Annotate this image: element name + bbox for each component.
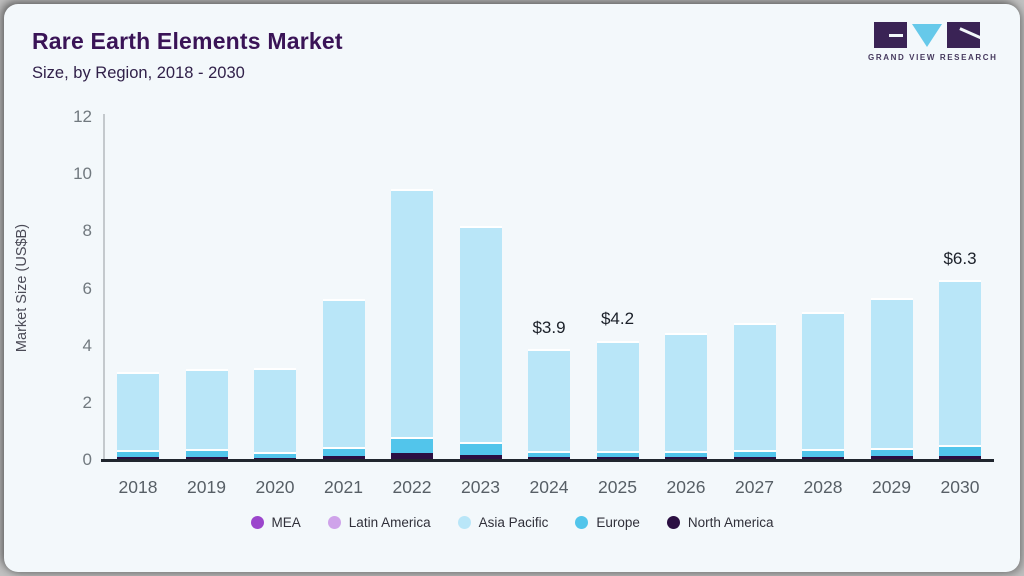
legend: MEA Latin America Asia Pacific Europe North … bbox=[4, 515, 1020, 530]
legend-label-europe: Europe bbox=[596, 515, 640, 530]
legend-swatch-latin-america bbox=[327, 516, 341, 529]
x-tick-2028: 2028 bbox=[803, 477, 843, 497]
legend-label-asia-pacific: Asia Pacific bbox=[478, 515, 549, 530]
bar-segment-europe-2025 bbox=[596, 450, 639, 458]
x-axis-baseline bbox=[101, 459, 994, 462]
bar-segment-asia-pacific-2029 bbox=[870, 297, 913, 448]
y-tick-10: 10 bbox=[73, 164, 92, 184]
bar-segment-europe-2027 bbox=[733, 450, 776, 457]
bar-segment-asia-pacific-2025 bbox=[596, 340, 639, 451]
bar-segment-asia-pacific-2023 bbox=[459, 226, 502, 442]
logo-g-block-icon bbox=[874, 22, 907, 48]
legend-swatch-mea bbox=[250, 516, 264, 529]
y-tick-0: 0 bbox=[82, 450, 92, 469]
legend-label-mea: MEA bbox=[271, 515, 301, 530]
bar-segment-europe-2029 bbox=[870, 447, 913, 457]
y-tick-8: 8 bbox=[82, 221, 92, 241]
bar-segment-asia-pacific-2020 bbox=[254, 367, 296, 452]
bar-segment-asia-pacific-2019 bbox=[185, 369, 228, 450]
gvr-logo-glyphs bbox=[868, 20, 986, 50]
legend-item-europe: Europe bbox=[575, 515, 640, 530]
x-tick-2020: 2020 bbox=[255, 477, 295, 497]
bar-value-label-2024: $3.9 bbox=[532, 317, 566, 337]
bar-segment-asia-pacific-2027 bbox=[733, 323, 776, 451]
bar-segment-north-america-2030 bbox=[939, 455, 981, 460]
legend-swatch-north-america bbox=[666, 516, 680, 529]
y-axis-line bbox=[103, 114, 105, 460]
legend-item-asia-pacific: Asia Pacific bbox=[457, 515, 549, 530]
x-tick-2021: 2021 bbox=[324, 477, 363, 497]
legend-item-latin-america: Latin America bbox=[327, 515, 431, 530]
logo-v-triangle-icon bbox=[912, 23, 942, 47]
bar-segment-europe-2020 bbox=[254, 451, 296, 458]
legend-swatch-europe bbox=[575, 516, 589, 529]
bar-segment-north-america-2023 bbox=[459, 454, 502, 460]
bar-value-label-2030: $6.3 bbox=[943, 248, 977, 268]
bar-segment-europe-2030 bbox=[939, 444, 981, 456]
bar-segment-north-america-2028 bbox=[802, 456, 844, 460]
y-tick-2: 2 bbox=[82, 392, 92, 412]
gvr-logo: GRAND VIEW RESEARCH bbox=[868, 20, 998, 62]
legend-item-mea: MEA bbox=[250, 515, 301, 530]
legend-label-north-america: North America bbox=[687, 515, 774, 530]
bar-segment-asia-pacific-2018 bbox=[117, 371, 159, 450]
bar-segment-asia-pacific-2021 bbox=[322, 299, 365, 447]
x-tick-2029: 2029 bbox=[872, 477, 911, 497]
bar-segment-europe-2018 bbox=[117, 449, 159, 458]
x-tick-2030: 2030 bbox=[940, 477, 980, 497]
x-tick-2019: 2019 bbox=[187, 477, 226, 497]
bar-segment-north-america-2029 bbox=[870, 456, 913, 460]
x-tick-2026: 2026 bbox=[666, 477, 706, 497]
bar-segment-europe-2026 bbox=[665, 450, 707, 458]
bar-segment-europe-2023 bbox=[459, 441, 502, 455]
x-tick-2023: 2023 bbox=[461, 477, 500, 497]
bar-segment-asia-pacific-2028 bbox=[802, 311, 844, 450]
bar-segment-asia-pacific-2026 bbox=[665, 333, 707, 451]
legend-label-latin-america: Latin America bbox=[348, 515, 431, 530]
x-tick-2027: 2027 bbox=[735, 477, 774, 497]
x-tick-2024: 2024 bbox=[529, 477, 569, 497]
x-tick-2025: 2025 bbox=[598, 477, 637, 497]
bar-segment-europe-2022 bbox=[391, 437, 433, 453]
bar-segment-asia-pacific-2022 bbox=[391, 189, 433, 438]
y-tick-12: 12 bbox=[73, 107, 92, 126]
bar-segment-asia-pacific-2024 bbox=[528, 349, 570, 452]
bar-segment-north-america-2024 bbox=[528, 457, 570, 460]
logo-wordmark: GRAND VIEW RESEARCH bbox=[868, 53, 998, 62]
logo-r-block-icon bbox=[947, 22, 980, 48]
bar-segment-north-america-2027 bbox=[733, 456, 776, 460]
bar-value-label-2025: $4.2 bbox=[600, 308, 635, 328]
bar-segment-north-america-2020 bbox=[254, 457, 296, 460]
chart-title: Rare Earth Elements Market bbox=[32, 28, 343, 54]
bar-segment-north-america-2021 bbox=[322, 455, 365, 460]
bar-segment-asia-pacific-2030 bbox=[939, 280, 981, 445]
y-tick-4: 4 bbox=[82, 335, 92, 355]
x-tick-2022: 2022 bbox=[392, 477, 432, 497]
bar-segment-europe-2028 bbox=[802, 449, 844, 457]
x-tick-2018: 2018 bbox=[118, 477, 158, 497]
bar-segment-north-america-2018 bbox=[117, 457, 159, 460]
bar-segment-north-america-2022 bbox=[391, 452, 433, 460]
chart-subtitle: Size, by Region, 2018 - 2030 bbox=[32, 64, 245, 82]
legend-item-north-america: North America bbox=[666, 515, 774, 530]
bar-segment-europe-2024 bbox=[528, 451, 570, 458]
legend-swatch-asia-pacific bbox=[457, 516, 471, 529]
bar-segment-north-america-2019 bbox=[185, 456, 228, 460]
bar-segment-europe-2019 bbox=[185, 449, 228, 457]
y-tick-6: 6 bbox=[82, 278, 92, 298]
bar-segment-europe-2021 bbox=[322, 446, 365, 456]
bar-segment-north-america-2026 bbox=[665, 457, 707, 460]
bar-segment-north-america-2025 bbox=[596, 457, 639, 460]
chart-card: Rare Earth Elements Market Size, by Regi… bbox=[4, 4, 1020, 572]
